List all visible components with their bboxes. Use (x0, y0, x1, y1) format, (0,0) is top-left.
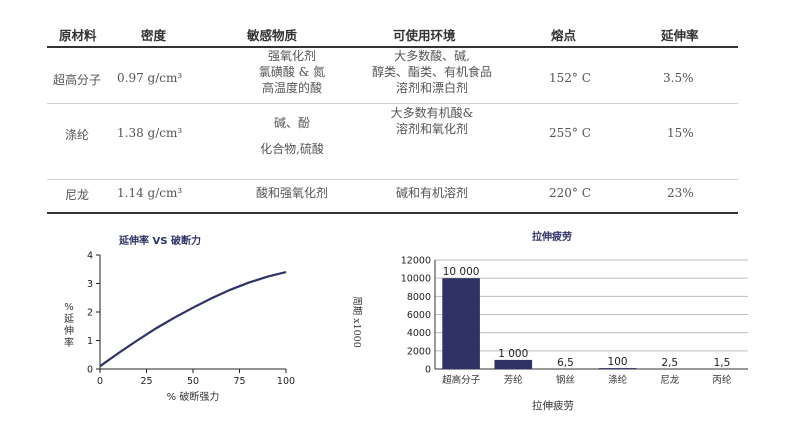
category-label: 超高分子 (442, 374, 481, 386)
category-label: 芳纶 (504, 374, 524, 386)
cell-material: 涤纶 (65, 128, 90, 142)
bar (598, 368, 637, 369)
elongation-vs-breaking-chart: 延伸率 VS 破断力 0 25 50 75 100 0 1 2 3 4 %延伸率 % 破断强力 (64, 234, 295, 403)
cell-environment: 碱和有机溶剂 (395, 186, 468, 200)
cell-melting: 255° C (549, 126, 591, 140)
chart-title: 拉伸疲劳 (532, 230, 572, 243)
category-label: 涤纶 (608, 374, 628, 386)
y-tick-label: 0 (425, 365, 431, 376)
y-tick-label: 2 (87, 308, 93, 319)
header-elongation: 延伸率 (661, 28, 699, 43)
cell-melting: 220° C (549, 186, 591, 200)
bar-value-label: 6,5 (557, 357, 574, 369)
y-tick-label: 4000 (407, 328, 431, 339)
x-tick-label: 100 (277, 376, 295, 387)
bar-chart-bars (442, 278, 637, 369)
elongation-curve (99, 271, 287, 368)
x-tick-label: 25 (140, 376, 152, 387)
y-tick-label: 3 (87, 279, 93, 290)
y-axis-label-text: 周期 x1000 (351, 296, 362, 348)
bar-value-label: 1 000 (498, 348, 528, 360)
cell-environment: 大多数酸、碱, 醇类、酯类、有机食品 溶剂和漂白剂 (371, 49, 492, 95)
table-header-row: 原材料 密度 敏感物质 可使用环境 熔点 延伸率 (47, 15, 738, 48)
cell-melting: 152° C (549, 71, 591, 85)
cell-density: 1.14 g/cm³ (117, 186, 183, 200)
header-environment: 可使用环境 (393, 28, 456, 43)
y-tick-label: 6000 (407, 310, 431, 321)
y-axis-label: 周期 x1000 (351, 296, 362, 348)
cell-material: 尼龙 (65, 188, 90, 202)
cell-elongation: 3.5% (663, 71, 694, 85)
y-tick-label: 4 (87, 251, 93, 262)
category-label: 钢丝 (556, 374, 575, 386)
cell-density: 1.38 g/cm³ (117, 126, 183, 140)
y-axis-label: %延伸率 (64, 302, 74, 349)
bar (442, 278, 480, 369)
bar-value-label: 100 (608, 356, 628, 368)
cell-material: 超高分子 (53, 73, 102, 87)
header-density: 密度 (141, 28, 167, 43)
category-label: 尼龙 (660, 374, 680, 386)
x-axis-label: % 破断强力 (167, 390, 220, 403)
line-chart-ticks: 0 25 50 75 100 0 1 2 3 4 (87, 251, 295, 388)
y-axis-label-char: 率 (64, 336, 74, 349)
y-tick-label: 0 (87, 365, 93, 376)
cell-sensitive: 强氧化剂 氯磺酸 & 氮 高温度的酸 (258, 49, 326, 95)
bar-value-label: 2,5 (661, 357, 678, 369)
y-tick-label: 10000 (401, 274, 431, 285)
bar (494, 359, 533, 369)
y-tick-label: 1 (87, 336, 93, 347)
y-tick-label: 2000 (407, 346, 431, 357)
bar-chart-labels: 10 000 超高分子 1 000 芳纶 6,5 钢丝 100 涤纶 2,5 尼龙 1,5 丙纶 (442, 266, 732, 386)
x-tick-label: 75 (233, 376, 245, 387)
row-divider (47, 103, 738, 104)
x-tick-label: 0 (97, 376, 103, 387)
cell-elongation: 23% (667, 186, 694, 200)
table-bottom-rule (47, 212, 738, 214)
y-axis-label-char: 延 (64, 313, 74, 325)
y-tick-label: 12000 (401, 256, 431, 267)
tensile-fatigue-chart: 拉伸疲劳 0 2000 4000 6000 8000 10000 12000 10 000 超… (351, 230, 748, 412)
cell-environment: 大多数有机酸& 溶剂和氧化剂 (390, 106, 474, 136)
header-sensitive: 敏感物质 (247, 28, 298, 43)
cell-sensitive: 酸和强氧化剂 (255, 186, 328, 200)
header-material: 原材料 (59, 28, 97, 43)
bar-value-label: 10 000 (443, 266, 480, 278)
y-axis-label-char: % (64, 302, 74, 313)
row-divider (47, 179, 738, 180)
y-axis-label-char: 伸 (64, 325, 74, 337)
bar-value-label: 1,5 (714, 357, 731, 369)
x-tick-label: 50 (187, 376, 199, 387)
cell-density: 0.97 g/cm³ (117, 71, 183, 85)
bar-chart-grid: 0 2000 4000 6000 8000 10000 12000 (401, 256, 748, 376)
cell-elongation: 15% (667, 126, 694, 140)
chart-title: 延伸率 VS 破断力 (118, 234, 201, 247)
y-tick-label: 8000 (407, 292, 431, 303)
header-rule (47, 46, 738, 48)
x-axis-label: 拉伸疲劳 (532, 399, 574, 412)
category-label: 丙纶 (712, 374, 732, 386)
header-melting: 熔点 (551, 28, 577, 43)
cell-sensitive: 碱、酚 化合物,硫酸 (260, 116, 324, 156)
